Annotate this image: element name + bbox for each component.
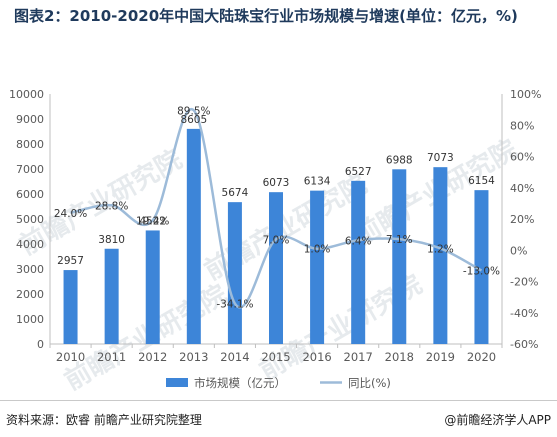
- y-right-tick-label: -40%: [510, 307, 538, 320]
- bar-2010: [63, 270, 78, 344]
- y-left-tick-label: 3000: [16, 263, 44, 276]
- bar-value-label: 4542: [139, 215, 166, 227]
- bar-series: [63, 128, 489, 344]
- bar-value-label: 3810: [98, 234, 125, 246]
- combo-chart: 前瞻产业研究院前瞻产业研究院前瞻产业研究院前瞻产业研究院前瞻产业研究院 0100…: [9, 88, 541, 397]
- bar-value-label: 6988: [386, 154, 413, 166]
- bar-2011: [104, 248, 119, 344]
- y-left-tick-label: 2000: [16, 288, 44, 301]
- growth-value-label: -13.0%: [463, 266, 500, 278]
- source-note: 资料来源：欧睿 前瞻产业研究院整理: [6, 413, 202, 427]
- footer: 资料来源：欧睿 前瞻产业研究院整理 @前瞻经济学人APP: [0, 400, 557, 437]
- data-labels: 2957 3810 4542 8605 5674 6073 6134 6527 6988 7073…: [54, 105, 500, 310]
- bar-value-label: 8605: [180, 114, 207, 126]
- credit-note: @前瞻经济学人APP: [444, 413, 551, 427]
- y-left-tick-label: 6000: [16, 188, 44, 201]
- bar-2013: [186, 128, 201, 344]
- x-tick-label: 2012: [138, 350, 167, 364]
- y-right-tick-label: -20%: [510, 276, 538, 289]
- bar-2016: [310, 190, 325, 344]
- bar-value-label: 2957: [57, 255, 84, 267]
- legend: 市场规模（亿元） 同比(%): [166, 376, 391, 390]
- y-left-tick-label: 7000: [16, 163, 44, 176]
- y-left-tick-label: 8000: [16, 138, 44, 151]
- footer-divider: [0, 400, 557, 401]
- growth-value-label: 1.2%: [427, 243, 454, 255]
- y-right-tick-label: 100%: [510, 88, 541, 101]
- line-series: [70, 108, 483, 309]
- bar-2020: [474, 190, 489, 344]
- x-tick-label: 2019: [426, 350, 455, 364]
- y-right-tick-label: 0%: [510, 244, 527, 257]
- legend-line-label: 同比(%): [348, 376, 391, 390]
- bar-2012: [145, 230, 160, 344]
- growth-value-label: 6.4%: [345, 235, 372, 247]
- bar-value-label: 6073: [263, 177, 290, 189]
- x-tick-label: 2011: [97, 350, 126, 364]
- bar-value-label: 5674: [222, 187, 249, 199]
- axes: 0 1000 2000 3000 4000 5000 6000 7000 8000 9000 100…: [9, 88, 541, 364]
- x-tick-label: 2017: [344, 350, 373, 364]
- legend-bar-label: 市场规模（亿元）: [194, 376, 286, 390]
- y-left-tick-label: 5000: [16, 213, 44, 226]
- bar-value-label: 7073: [427, 152, 454, 164]
- y-right-tick-label: 40%: [510, 182, 534, 195]
- growth-value-label: 7.0%: [263, 234, 290, 246]
- x-tick-label: 2010: [56, 350, 85, 364]
- y-left-tick-label: 10000: [9, 88, 44, 101]
- growth-value-label: 19.2%: [136, 215, 169, 227]
- y-left-tick-label: 4000: [16, 238, 44, 251]
- bar-value-label: 6527: [345, 166, 372, 178]
- bar-2018: [392, 169, 407, 344]
- y-right-tick-label: 80%: [510, 119, 534, 132]
- growth-value-label: 89.5%: [177, 105, 210, 117]
- bar-value-label: 6154: [468, 175, 495, 187]
- x-tick-label: 2016: [302, 350, 331, 364]
- x-tick-label: 2015: [261, 350, 290, 364]
- chart-title: 图表2：2010-2020年中国大陆珠宝行业市场规模与增速(单位：亿元，%): [14, 7, 518, 25]
- growth-value-label: 24.0%: [54, 208, 87, 220]
- x-tick-label: 2018: [385, 350, 414, 364]
- x-tick-label: 2014: [220, 350, 249, 364]
- y-left-tick-label: 9000: [16, 113, 44, 126]
- growth-value-label: 7.1%: [386, 234, 413, 246]
- growth-value-label: 28.8%: [95, 200, 128, 212]
- y-right-tick-label: -60%: [510, 338, 538, 351]
- y-left-tick-label: 1000: [16, 313, 44, 326]
- x-tick-label: 2013: [179, 350, 208, 364]
- bar-2015: [269, 192, 283, 344]
- y-right-tick-label: 20%: [510, 213, 534, 226]
- legend-bar-swatch: [166, 378, 188, 387]
- bar-2014: [227, 202, 242, 344]
- bar-2019: [433, 167, 448, 344]
- growth-value-label: -34.1%: [216, 299, 253, 311]
- y-right-tick-label: 60%: [510, 151, 534, 164]
- bar-value-label: 6134: [304, 176, 331, 188]
- y-left-tick-label: 0: [37, 338, 44, 351]
- growth-value-label: 1.0%: [304, 244, 331, 256]
- bar-2017: [351, 180, 366, 344]
- x-tick-label: 2020: [467, 350, 496, 364]
